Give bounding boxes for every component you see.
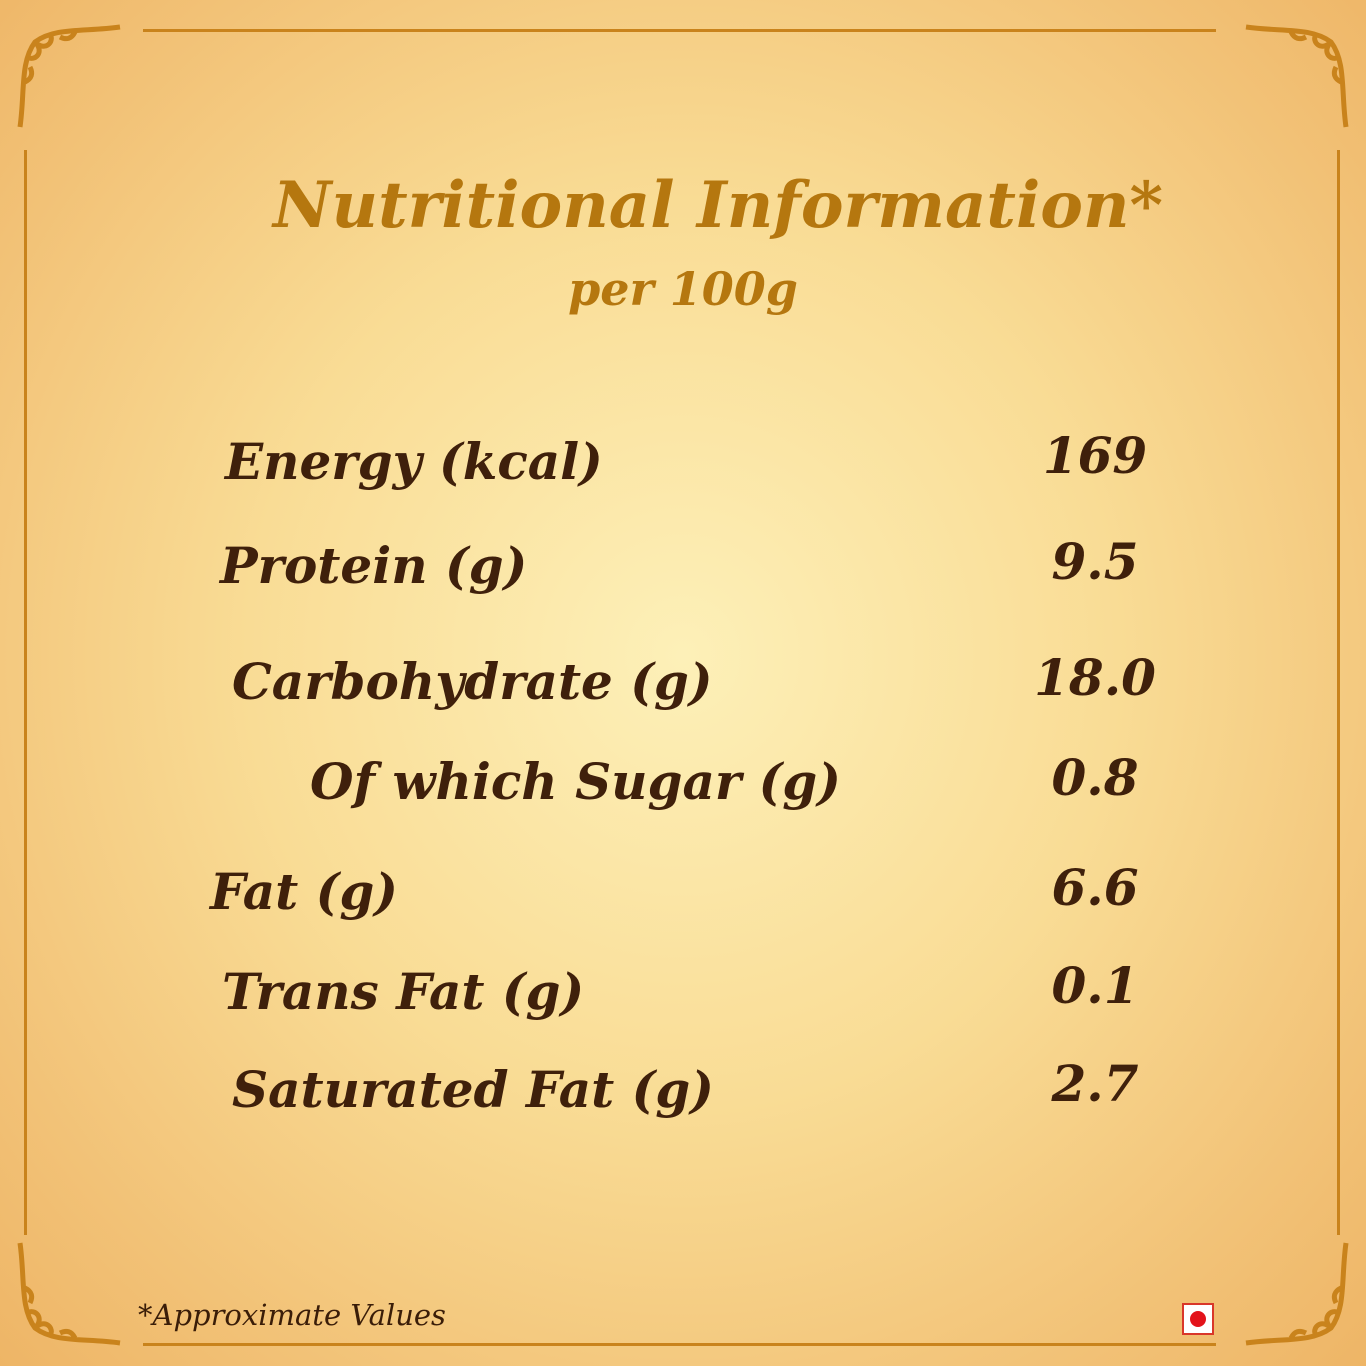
nutrition-row: Protein (g) 9.5 <box>0 532 1366 606</box>
nutrient-label: Carbohydrate (g) <box>232 652 713 711</box>
nutrition-row: Of which Sugar (g) 0.8 <box>0 748 1366 822</box>
nutrient-value: 18.0 <box>1034 648 1156 707</box>
nutrient-label: Of which Sugar (g) <box>310 752 841 811</box>
nutrient-value: 9.5 <box>1051 532 1139 591</box>
nutrient-value: 0.1 <box>1051 956 1139 1015</box>
nutrient-value: 0.8 <box>1051 748 1139 807</box>
page-subtitle: per 100g <box>568 262 798 316</box>
nutrient-value: 169 <box>1042 426 1148 485</box>
border-bottom <box>143 1343 1216 1346</box>
nutrient-label: Energy (kcal) <box>225 432 603 491</box>
nutrition-row: Carbohydrate (g) 18.0 <box>0 648 1366 722</box>
ornament-corner-icon <box>17 1242 121 1346</box>
nutrient-label: Fat (g) <box>210 862 398 921</box>
border-top <box>143 29 1216 32</box>
approximate-values-note: *Approximate Values <box>138 1298 446 1332</box>
ornament-corner-icon <box>17 24 121 128</box>
border-left <box>24 150 27 1235</box>
nutrient-value: 6.6 <box>1051 858 1139 917</box>
nutrition-row: Fat (g) 6.6 <box>0 858 1366 932</box>
nutrient-label: Trans Fat (g) <box>222 962 585 1021</box>
nutrient-value: 2.7 <box>1051 1054 1139 1113</box>
page-title: Nutritional Information* <box>273 168 1163 243</box>
non-veg-mark-icon <box>1182 1303 1214 1335</box>
nutrition-row: Trans Fat (g) 0.1 <box>0 956 1366 1032</box>
border-right <box>1337 150 1340 1235</box>
nutrition-row: Energy (kcal) 169 <box>0 426 1366 502</box>
ornament-corner-icon <box>1245 1242 1349 1346</box>
nutrient-label: Saturated Fat (g) <box>232 1060 714 1119</box>
ornament-corner-icon <box>1245 24 1349 128</box>
nutrient-label: Protein (g) <box>220 536 528 595</box>
nutrition-row: Saturated Fat (g) 2.7 <box>0 1054 1366 1130</box>
